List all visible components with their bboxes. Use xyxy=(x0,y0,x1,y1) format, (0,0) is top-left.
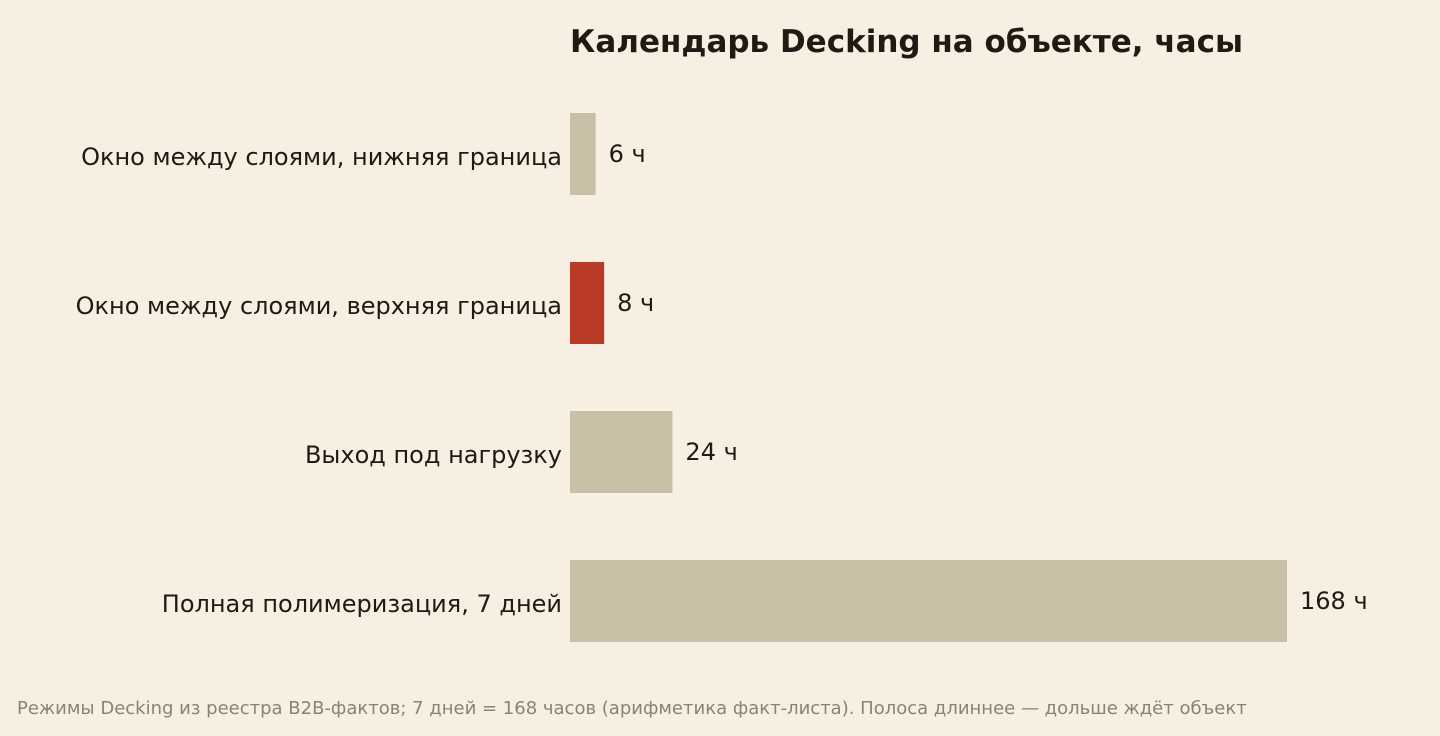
value-label-3: 24 ч xyxy=(685,438,737,466)
category-label-4: Полная полимеризация, 7 дней xyxy=(162,590,562,618)
chart-title: Календарь Decking на объекте, часы xyxy=(570,24,1243,60)
category-label-2: Окно между слоями, верхняя граница xyxy=(76,292,562,320)
bar-1 xyxy=(570,113,596,195)
bars-group: Окно между слоями, нижняя граница 6 ч Окно… xyxy=(76,113,1368,642)
bar-3 xyxy=(570,411,673,493)
chart-footnote: Режимы Decking из реестра B2B-фактов; 7 … xyxy=(17,698,1247,719)
value-label-1: 6 ч xyxy=(609,140,646,168)
bar-4 xyxy=(570,560,1287,642)
category-label-1: Окно между слоями, нижняя граница xyxy=(81,143,562,171)
bar-2 xyxy=(570,262,605,344)
category-label-3: Выход под нагрузку xyxy=(305,441,562,469)
value-label-4: 168 ч xyxy=(1300,587,1368,615)
value-label-2: 8 ч xyxy=(617,289,654,317)
